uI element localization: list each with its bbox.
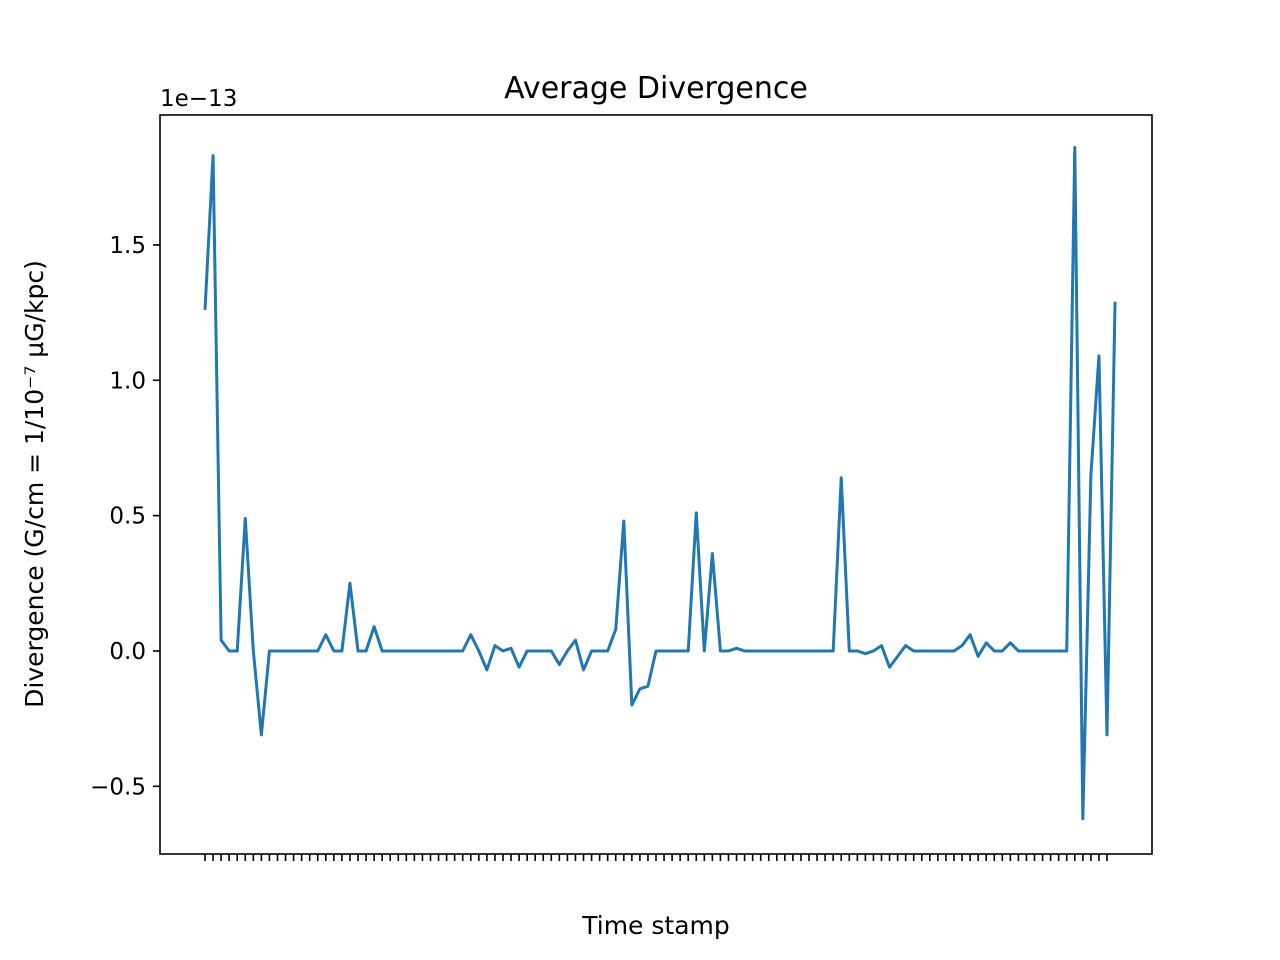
series-line <box>203 145 1117 821</box>
y-offset-label: 1e−13 <box>160 86 237 112</box>
chart-title: Average Divergence <box>504 71 808 106</box>
x-axis <box>204 854 1108 861</box>
y-tick-label: 1.5 <box>109 233 146 259</box>
series-group <box>203 145 1117 821</box>
y-axis: −0.5 0.0 0.5 1.0 1.5 <box>90 233 160 800</box>
x-axis-title: Time stamp <box>581 911 730 940</box>
y-tick-label: −0.5 <box>90 774 146 800</box>
y-tick-label: 0.0 <box>109 639 146 665</box>
y-tick-label: 0.5 <box>109 504 146 530</box>
y-tick-label: 1.0 <box>109 368 146 394</box>
y-axis-title: Divergence (G/cm = 1/10⁻⁷ µG/kpc) <box>20 260 49 708</box>
